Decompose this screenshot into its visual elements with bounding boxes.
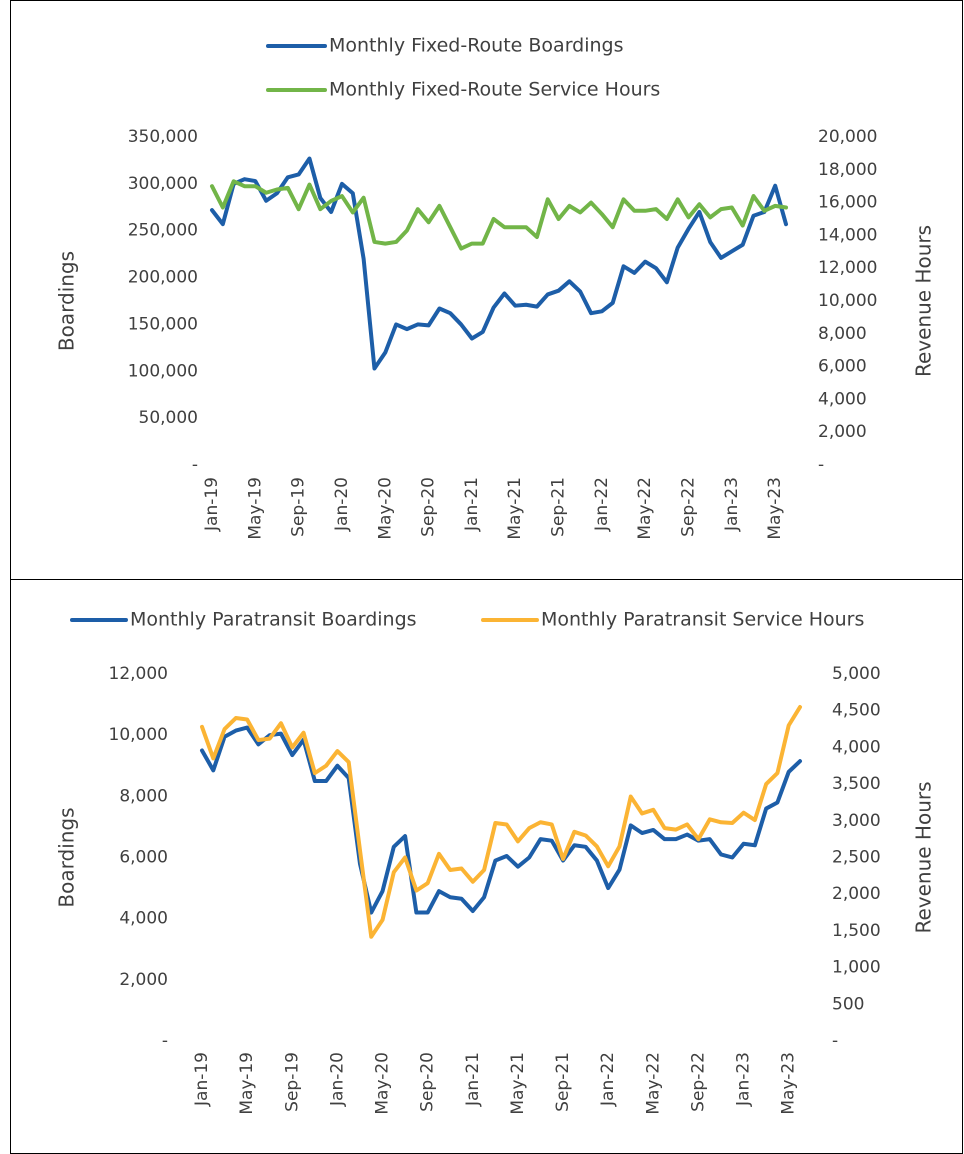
y2-tick-label: 2,500	[832, 848, 881, 868]
x-tick-label: May-23	[779, 1052, 799, 1115]
y2-axis-title: Revenue Hours	[912, 781, 936, 933]
y-tick-label: 10,000	[109, 725, 168, 745]
y2-tick-label: 8,000	[818, 324, 867, 344]
x-tick-label: May-21	[505, 477, 525, 540]
x-tick-label: May-19	[237, 1052, 257, 1115]
x-tick-label: Jan-21	[462, 477, 482, 532]
x-tick-label: May-21	[508, 1052, 528, 1115]
y2-tick-label: 1,000	[832, 958, 881, 978]
x-tick-label: Sep-19	[282, 1052, 302, 1112]
y2-tick-label: 12,000	[818, 258, 877, 278]
y2-tick-label: 18,000	[818, 160, 877, 180]
y2-tick-label: 500	[832, 994, 864, 1014]
x-tick-label: Jan-20	[327, 1052, 347, 1107]
legend-label: Monthly Fixed-Route Boardings	[329, 35, 624, 57]
x-tick-label: May-20	[373, 1052, 393, 1115]
x-tick-label: May-23	[765, 477, 785, 540]
y2-tick-label: -	[818, 455, 824, 475]
x-tick-label: Sep-20	[418, 1052, 438, 1112]
legend-label: Monthly Paratransit Service Hours	[541, 609, 864, 631]
y2-tick-label: 3,000	[832, 811, 881, 831]
y2-tick-label: 14,000	[818, 225, 877, 245]
y-tick-label: 12,000	[109, 664, 168, 684]
x-tick-label: Sep-21	[549, 477, 569, 537]
y-tick-label: 150,000	[128, 314, 198, 334]
x-tick-label: Sep-22	[688, 1052, 708, 1112]
legend-label: Monthly Fixed-Route Service Hours	[329, 79, 660, 101]
y2-tick-label: 16,000	[818, 193, 877, 213]
x-tick-label: Sep-19	[289, 477, 309, 537]
y-tick-label: 6,000	[119, 848, 168, 868]
y-tick-label: 200,000	[128, 268, 198, 288]
y-tick-label: 100,000	[128, 361, 198, 381]
y-tick-label: 8,000	[119, 786, 168, 806]
y-axis-title: Boardings	[55, 807, 79, 907]
x-tick-label: May-19	[245, 477, 265, 540]
x-tick-label: Sep-22	[679, 477, 699, 537]
x-tick-label: Jan-23	[722, 477, 742, 532]
series-line	[200, 725, 802, 915]
y-tick-label: 4,000	[119, 909, 168, 929]
y2-axis-title: Revenue Hours	[912, 225, 936, 377]
x-tick-label: Jan-19	[202, 477, 222, 532]
y2-tick-label: 2,000	[818, 422, 867, 442]
y2-tick-label: 1,500	[832, 921, 881, 941]
y-tick-label: 350,000	[128, 127, 198, 147]
y2-tick-label: -	[832, 1031, 838, 1051]
x-tick-label: Sep-21	[553, 1052, 573, 1112]
y2-tick-label: 4,000	[818, 389, 867, 409]
x-tick-label: Jan-20	[332, 477, 352, 532]
y-tick-label: 50,000	[139, 408, 198, 428]
y2-tick-label: 4,000	[832, 737, 881, 757]
x-tick-label: Jan-23	[734, 1052, 754, 1107]
y-tick-label: -	[192, 455, 198, 475]
y-tick-label: 250,000	[128, 221, 198, 241]
x-tick-label: Jan-21	[463, 1052, 483, 1107]
legend-label: Monthly Paratransit Boardings	[130, 609, 417, 631]
y-tick-label: -	[162, 1031, 168, 1051]
x-tick-label: May-22	[643, 1052, 663, 1115]
y2-tick-label: 20,000	[818, 127, 877, 147]
x-tick-label: Sep-20	[419, 477, 439, 537]
y2-tick-label: 5,000	[832, 664, 881, 684]
y2-tick-label: 4,500	[832, 701, 881, 721]
series-line	[200, 705, 802, 939]
y-tick-label: 300,000	[128, 174, 198, 194]
series-line	[210, 179, 788, 251]
series-line	[210, 156, 788, 371]
y-tick-label: 2,000	[119, 970, 168, 990]
y2-tick-label: 3,500	[832, 774, 881, 794]
x-tick-label: Jan-22	[598, 1052, 618, 1107]
x-tick-label: May-20	[375, 477, 395, 540]
x-tick-label: Jan-22	[592, 477, 612, 532]
x-tick-label: Jan-19	[192, 1052, 212, 1107]
x-tick-label: May-22	[635, 477, 655, 540]
y2-tick-label: 2,000	[832, 884, 881, 904]
y-axis-title: Boardings	[55, 251, 79, 351]
y2-tick-label: 6,000	[818, 357, 867, 377]
y2-tick-label: 10,000	[818, 291, 877, 311]
